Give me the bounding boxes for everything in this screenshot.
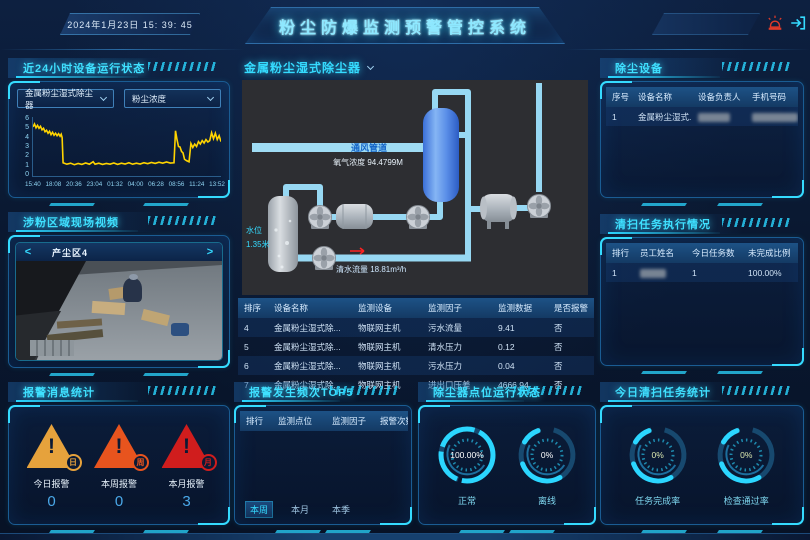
diagram-title-dropdown[interactable]: 金属粉尘湿式除尘器 xyxy=(244,59,375,76)
hatch-decoration xyxy=(514,386,584,395)
panel-title: 除尘设备 xyxy=(615,63,663,75)
warning-triangle-icon: ! 日 xyxy=(26,424,82,471)
hatch-decoration xyxy=(722,386,792,395)
panel-alarm-stats: 报警消息统计 ! 日 今日报警 0 ! 周 本周报警 0 xyxy=(8,382,230,533)
footer-bar xyxy=(0,533,810,540)
panel-title: 涉粉区域现场视频 xyxy=(23,217,119,229)
tab-this-week[interactable]: 本周 xyxy=(245,501,274,518)
panel-today-cleaning: 今日清扫任务统计 0% 任务完成率 0% 检查通过率 xyxy=(600,382,804,533)
alarm-stat-today: ! 日 今日报警 0 xyxy=(26,424,82,510)
panel-title: 报警发生频次TOP5 xyxy=(249,387,354,399)
panel-site-video: 涉粉区域现场视频 < 产尘区4 > xyxy=(8,212,230,376)
gauge-offline: 0% 离线 xyxy=(515,423,579,507)
chevron-down-icon xyxy=(206,93,215,101)
alarm-count: 3 xyxy=(182,493,191,510)
hatch-decoration xyxy=(148,62,218,71)
hatch-decoration xyxy=(148,386,218,395)
flow-rate-label: 清水流量 18.81m³/h xyxy=(336,265,407,274)
app-title-banner: 粉尘防爆监测预警管控系统 xyxy=(245,7,565,44)
alarm-count: 0 xyxy=(114,493,124,510)
flow-direction-arrow xyxy=(350,247,365,255)
table-row: 6 金属粉尘湿式除... 物联网主机 污水压力 0.04 否 xyxy=(238,356,594,375)
table-header-row: 排行 员工姓名 今日任务数 未完成比例 xyxy=(606,243,798,263)
logout-icon[interactable] xyxy=(789,14,807,32)
chevron-down-icon xyxy=(366,62,375,70)
x-axis: 15:40 18:08 20:36 23:04 01:32 04:00 06:28 08:56… xyxy=(25,181,225,188)
panel-title: 今日清扫任务统计 xyxy=(615,387,711,399)
warning-triangle-icon: ! 月 xyxy=(161,424,217,471)
gauge-task-completion: 0% 任务完成率 xyxy=(626,423,690,507)
duct-label: 通风管道 xyxy=(350,143,387,153)
panel-title: 清扫任务执行情况 xyxy=(615,219,711,231)
water-level-label: 水位 xyxy=(246,226,262,235)
panel-dust-equipment: 除尘设备 序号 设备名称 设备负责人 手机号码 1 金属粉尘湿式... xyxy=(600,58,804,206)
table-header-row: 排序 设备名称 监测设备 监测因子 监测数据 是否报警 xyxy=(238,298,594,318)
next-camera-button[interactable]: > xyxy=(206,246,214,258)
chevron-down-icon xyxy=(99,93,108,101)
hatch-decoration xyxy=(722,218,792,227)
process-flow-diagram: 通风管道 氧气浓度 94.4799M 水位 1.35米 清水流量 18.81m³… xyxy=(242,80,588,295)
panel-title: 报警消息统计 xyxy=(23,387,95,399)
table-row: 1 金属粉尘湿式... xyxy=(606,107,798,126)
alarm-siren-icon[interactable] xyxy=(766,14,784,32)
cctv-image xyxy=(16,261,222,360)
datetime-text: 2024年1月23日 15: 39: 45 xyxy=(67,19,193,30)
header-line-left xyxy=(0,49,245,50)
flow-diagram-svg xyxy=(252,83,551,272)
metric-select[interactable]: 粉尘浓度 xyxy=(124,89,221,108)
table-header-row: 序号 设备名称 设备负责人 手机号码 xyxy=(606,87,798,107)
redacted-text xyxy=(640,268,666,278)
table-row: 5 金属粉尘湿式除... 物联网主机 清水压力 0.12 否 xyxy=(244,341,563,352)
panel-title: 除尘器点位运行状态 xyxy=(433,387,541,399)
redacted-text xyxy=(752,112,798,122)
panel-cleaning-tasks: 清扫任务执行情况 排行 员工姓名 今日任务数 未完成比例 1 1 100.00% xyxy=(600,214,804,374)
alarm-stat-month: ! 月 本月报警 3 xyxy=(161,424,217,510)
datetime-display: 2024年1月23日 15: 39: 45 xyxy=(60,13,200,35)
table-row: 4 金属粉尘湿式除... 物联网主机 污水流量 9.41 否 xyxy=(238,318,594,337)
warning-triangle-icon: ! 周 xyxy=(94,424,149,471)
tab-this-quarter[interactable]: 本季 xyxy=(332,505,351,515)
prev-camera-button[interactable]: < xyxy=(24,246,32,258)
redacted-text xyxy=(698,112,730,122)
gauge-normal: 100.00% 正常 xyxy=(435,423,499,507)
alarm-stat-week: ! 周 本周报警 0 xyxy=(94,424,149,510)
hatch-decoration xyxy=(148,216,218,225)
page-title: 粉尘防爆监测预警管控系统 xyxy=(278,19,531,37)
header-deco-bar xyxy=(652,13,760,35)
hatch-decoration xyxy=(330,386,400,395)
hatch-decoration xyxy=(722,62,792,71)
header-line-right xyxy=(565,49,810,50)
oxygen-concentration-label: 氧气浓度 94.4799M xyxy=(333,158,403,167)
device-select[interactable]: 金属粉尘湿式除尘器 xyxy=(17,88,114,110)
gauge-check-pass: 0% 检查通过率 xyxy=(714,423,778,507)
table-row: 1 1 100.00% xyxy=(606,263,798,282)
panel-collector-status: 除尘器点位运行状态 100.00% 正常 0% 离线 xyxy=(418,382,596,533)
camera-label: 产尘区4 xyxy=(52,247,89,258)
monitor-table: 排序 设备名称 监测设备 监测因子 监测数据 是否报警 4 金属粉尘湿式除... 物联网… xyxy=(238,298,594,394)
water-level-value: 1.35米 xyxy=(246,240,270,249)
panel-title: 近24小时设备运行状态 xyxy=(23,63,146,75)
video-frame: < 产尘区4 > xyxy=(15,242,223,361)
tab-this-month[interactable]: 本月 xyxy=(291,505,310,515)
alarm-count: 0 xyxy=(47,493,56,510)
